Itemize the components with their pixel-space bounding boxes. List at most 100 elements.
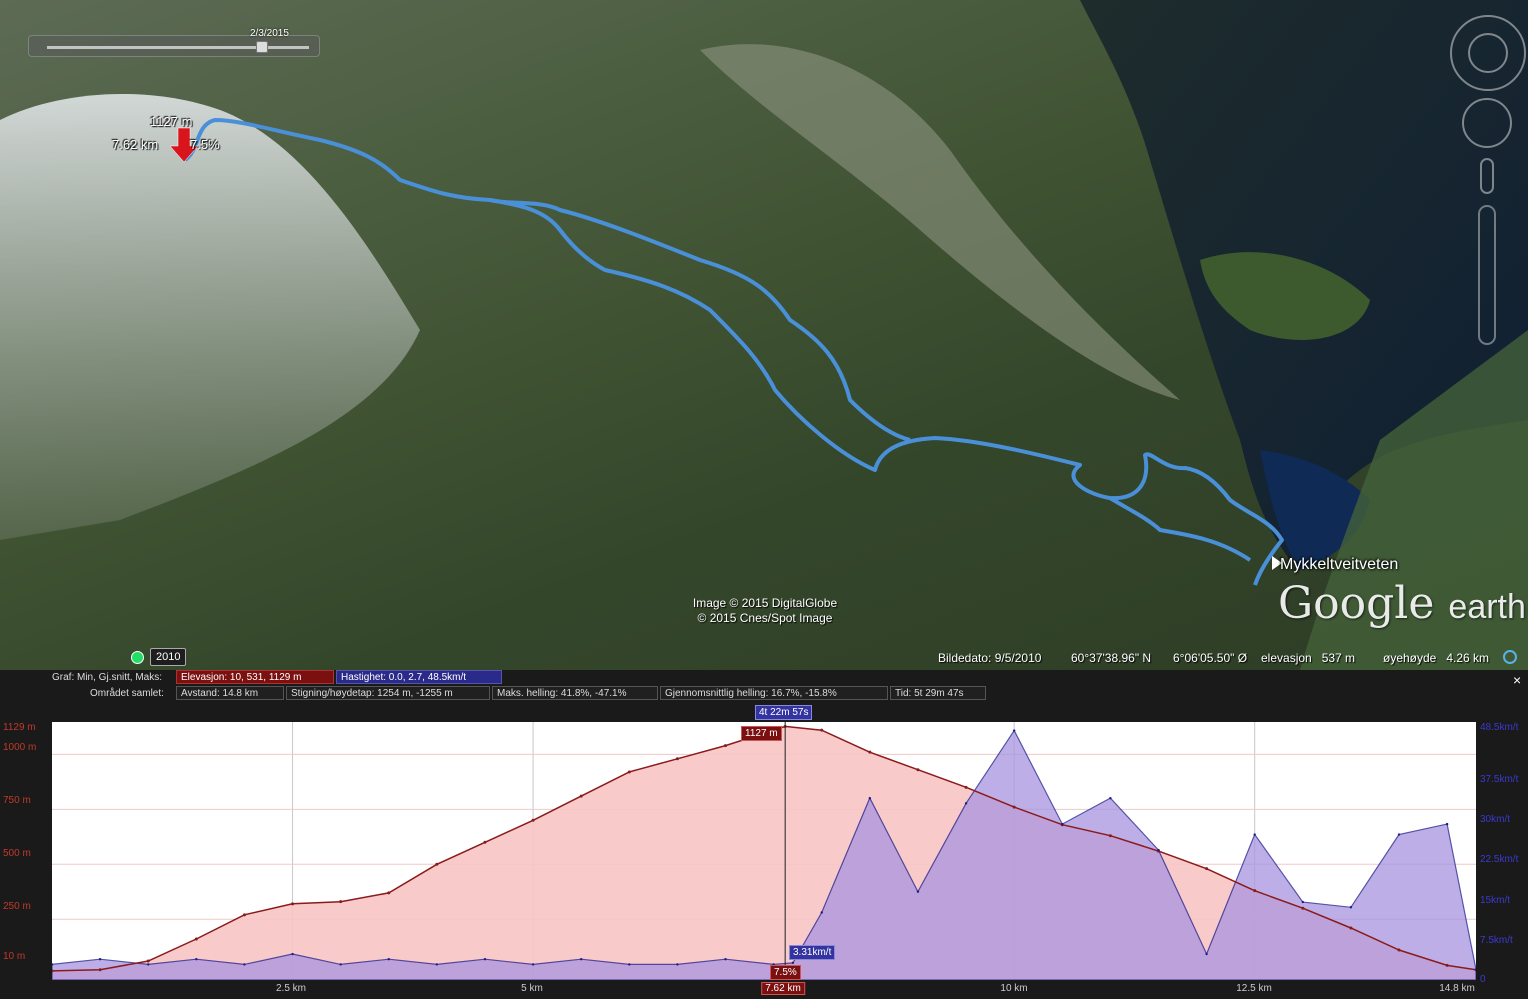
imagery-copyright: Image © 2015 DigitalGlobe © 2015 Cnes/Sp… [665, 596, 865, 626]
elevation-readout: elevasjon 537 m [1261, 651, 1356, 665]
speed-point [1397, 833, 1401, 836]
y-left-tick: 250 m [3, 901, 31, 912]
move-icon[interactable] [1462, 98, 1512, 148]
y-right-tick: 30km/t [1480, 814, 1511, 825]
copyright-line-2: © 2015 Cnes/Spot Image [697, 611, 833, 625]
zoom-slider-icon[interactable] [1478, 205, 1496, 345]
speed-point [291, 952, 294, 956]
speed-point [628, 963, 631, 966]
elevation-point [1205, 867, 1209, 871]
logo-google: Google [1278, 578, 1435, 629]
snow-field [0, 93, 420, 541]
peak-grade-label: 7.5% [190, 137, 220, 152]
gps-track-down[interactable] [489, 198, 911, 442]
compass-icon[interactable] [1503, 650, 1517, 664]
elevation-point [820, 728, 824, 732]
speed-point [1301, 900, 1305, 904]
x-tick: 12.5 km [1236, 983, 1272, 994]
map-view[interactable]: 2/3/2015 1127 m 7.62 km 7.5% Image © 201… [0, 0, 1528, 670]
google-earth-logo: Google earth [1278, 578, 1526, 629]
elevation-point [387, 891, 391, 895]
time-slider-thumb[interactable] [256, 41, 268, 53]
x-tick: 5 km [521, 983, 543, 994]
time-slider-track[interactable] [47, 46, 309, 49]
elevation-point [291, 902, 295, 906]
speed-point [98, 958, 102, 961]
speed-point [531, 963, 535, 966]
speed-point [964, 802, 968, 805]
speed-chip[interactable]: Hastighet: 0.0, 2.7, 48.5km/t [336, 670, 502, 684]
y-right-tick: 22.5km/t [1480, 854, 1519, 865]
profile-graph[interactable] [52, 722, 1476, 980]
speed-point [579, 958, 583, 961]
y-left-tick: 1000 m [3, 742, 37, 753]
elevation-point [146, 959, 150, 963]
far-shore [1300, 330, 1528, 670]
graph-mode-label: Graf: Min, Gj.snitt, Maks: [52, 672, 163, 683]
y-right-tick: 37.5km/t [1480, 774, 1519, 785]
copyright-line-1: Image © 2015 DigitalGlobe [692, 596, 838, 610]
look-around-icon[interactable] [1450, 15, 1526, 91]
speed-point [52, 963, 54, 966]
summary-label: Området samlet: [90, 688, 164, 699]
gps-track-up[interactable] [183, 118, 1284, 586]
speed-point [1349, 906, 1353, 909]
speed-point [195, 958, 198, 961]
speed-point [387, 958, 390, 961]
speed-point [676, 963, 679, 966]
speed-point [1109, 796, 1112, 800]
elevation-point [579, 794, 583, 798]
rock-ridge [700, 44, 1180, 400]
x-tick: 10 km [1000, 983, 1028, 994]
y-left-tick: 10 m [3, 951, 26, 962]
time-stat: Tid: 5t 29m 47s [890, 686, 986, 700]
distance-stat: Avstand: 14.8 km [176, 686, 284, 700]
placemark-label[interactable]: Mykkeltveitveten [1280, 556, 1399, 573]
y-left-tick: 500 m [3, 848, 31, 859]
elevation-point [1253, 889, 1257, 893]
longitude: 6°06'05.50" Ø [1173, 651, 1248, 665]
elevation-point [964, 785, 968, 789]
fjord-inlet [1260, 450, 1370, 570]
logo-earth: earth [1448, 588, 1526, 626]
elevation-point [194, 937, 198, 941]
elevation-point [483, 840, 487, 844]
elevation-point [339, 900, 343, 904]
speed-point [339, 963, 342, 966]
clock-icon[interactable] [131, 651, 144, 664]
compass-ring[interactable] [1468, 33, 1508, 73]
speed-point [483, 958, 487, 961]
x-tick-selected: 7.62 km [761, 982, 805, 995]
position-arrow-icon[interactable] [169, 127, 199, 163]
elevation-point [435, 862, 439, 866]
avg-slope-stat: Gjennomsnittlig helling: 16.7%, -15.8% [660, 686, 888, 700]
x-tick: 2.5 km [275, 983, 307, 994]
elevation-point [1445, 963, 1449, 967]
y-right-tick: 15km/t [1480, 895, 1511, 906]
elevation-point [1349, 926, 1353, 930]
speed-point [147, 963, 150, 966]
y-right-tick: 0 [1480, 974, 1486, 985]
speed-point [1061, 822, 1064, 826]
speed-point [916, 890, 920, 893]
historical-year-badge[interactable]: 2010 [150, 648, 187, 666]
elevation-profile-panel: × Graf: Min, Gj.snitt, Maks: Elevasjon: … [0, 670, 1528, 999]
peak-distance-label: 7.62 km [112, 137, 159, 152]
speed-point [1012, 729, 1016, 732]
elevation-chip[interactable]: Elevasjon: 10, 531, 1129 m [176, 670, 334, 684]
placemark-icon[interactable] [1272, 556, 1282, 570]
cursor-grade-flag: 7.5% [770, 965, 801, 980]
y-right-tick: 48.5km/t [1480, 722, 1519, 733]
gps-track-end[interactable] [1108, 496, 1252, 562]
elevation-point [675, 757, 679, 761]
latitude: 60°37'38.96" N [1071, 651, 1152, 665]
street-view-icon[interactable] [1480, 158, 1494, 194]
time-slider[interactable] [28, 35, 320, 57]
speed-point [243, 963, 246, 966]
y-left-tick: 750 m [3, 795, 31, 806]
time-slider-date: 2/3/2015 [250, 28, 289, 39]
close-icon[interactable]: × [1513, 672, 1522, 688]
image-date: Bildedato: 9/5/2010 [938, 651, 1042, 665]
elevation-point [1108, 834, 1112, 838]
elevation-point [1301, 906, 1305, 910]
